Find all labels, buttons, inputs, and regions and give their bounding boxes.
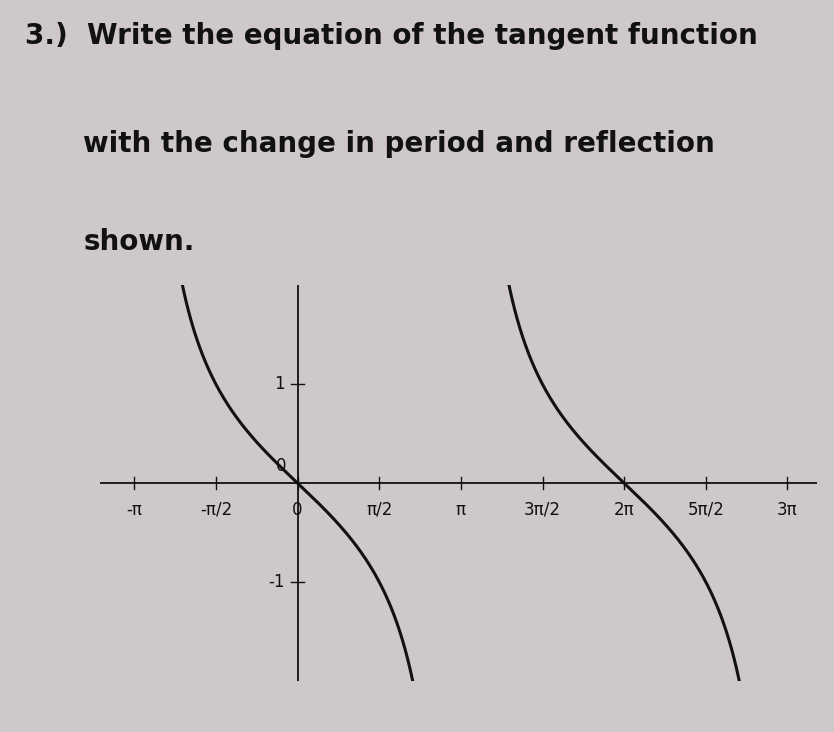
Text: π: π — [456, 501, 466, 519]
Text: 3π/2: 3π/2 — [524, 501, 561, 519]
Text: 3.)  Write the equation of the tangent function: 3.) Write the equation of the tangent fu… — [25, 22, 758, 50]
Text: 1: 1 — [274, 376, 284, 393]
Text: -π/2: -π/2 — [200, 501, 232, 519]
Text: 0: 0 — [276, 458, 286, 475]
Text: -1: -1 — [268, 573, 284, 591]
Text: π/2: π/2 — [366, 501, 393, 519]
Text: 5π/2: 5π/2 — [687, 501, 724, 519]
Text: 2π: 2π — [614, 501, 635, 519]
Text: 0: 0 — [293, 501, 303, 519]
Text: -π: -π — [126, 501, 143, 519]
Text: 3π: 3π — [777, 501, 798, 519]
Text: shown.: shown. — [83, 228, 195, 255]
Text: with the change in period and reflection: with the change in period and reflection — [83, 130, 715, 158]
